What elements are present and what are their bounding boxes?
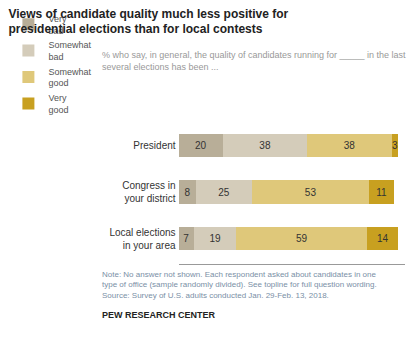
svg-text:Verybad: Verybad <box>48 14 67 36</box>
svg-text:Local electionsin your area: Local electionsin your area <box>109 227 176 251</box>
svg-text:Somewhatbad: Somewhatbad <box>48 40 91 62</box>
svg-text:Note: No answer not shown. Eac: Note: No answer not shown. Each responde… <box>102 270 377 300</box>
svg-text:Somewhatgood: Somewhatgood <box>48 67 91 89</box>
svg-text:20: 20 <box>195 140 207 151</box>
svg-text:38: 38 <box>344 140 356 151</box>
svg-text:Views of candidate quality muc: Views of candidate quality much less pos… <box>8 7 288 37</box>
svg-text:7: 7 <box>183 233 189 244</box>
svg-text:53: 53 <box>305 187 317 198</box>
svg-text:19: 19 <box>209 233 221 244</box>
svg-text:59: 59 <box>296 233 308 244</box>
svg-text:3: 3 <box>392 140 398 151</box>
svg-text:President: President <box>133 140 175 151</box>
svg-text:14: 14 <box>377 233 389 244</box>
svg-text:11: 11 <box>376 187 387 198</box>
svg-text:PEW RESEARCH CENTER: PEW RESEARCH CENTER <box>102 310 216 320</box>
svg-text:% who say, in general, the qua: % who say, in general, the quality of ca… <box>102 50 406 72</box>
svg-text:8: 8 <box>184 187 190 198</box>
svg-text:38: 38 <box>259 140 271 151</box>
svg-text:Verygood: Verygood <box>48 93 68 115</box>
svg-text:25: 25 <box>218 187 230 198</box>
svg-text:Congress inyour district: Congress inyour district <box>122 180 176 204</box>
